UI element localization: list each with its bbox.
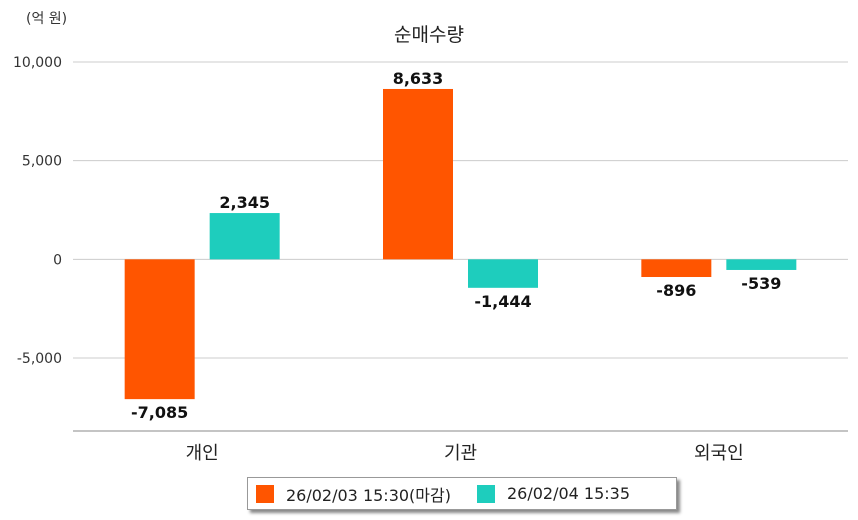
bar-series-2 [209,213,280,260]
x-tick-label: 개인 [186,443,219,464]
y-tick-label: 0 [53,252,62,268]
data-label: -539 [741,274,781,293]
legend-label-series-2: 26/02/04 15:35 [506,484,631,503]
bar-series-1 [641,259,712,278]
data-label: -7,085 [131,403,188,422]
data-label: -1,444 [474,292,531,311]
data-label: 8,633 [393,69,444,88]
data-label: -896 [656,281,696,300]
x-tick-label: 외국인 [694,443,744,464]
bar-series-2 [726,259,797,270]
unit-label: (억 원) [26,11,68,27]
bar-series-2 [468,259,538,288]
y-tick-label: -5,000 [17,351,62,367]
legend-item-series-2[interactable]: 26/02/04 15:35 [476,484,631,503]
bar-series-1 [383,88,453,260]
bar-series-1 [124,259,195,400]
legend: 26/02/03 15:30(마감) 26/02/04 15:35 [247,477,677,510]
legend-swatch-series-1 [256,484,274,503]
y-tick-label: 5,000 [22,154,62,170]
legend-swatch-series-2 [476,484,495,503]
legend-item-series-1[interactable]: 26/02/03 15:30(마감) [256,482,451,506]
y-tick-label: 10,000 [13,55,62,71]
chart-title: 순매수량 [394,24,464,46]
data-label: 2,345 [219,193,270,212]
legend-label-series-1: 26/02/03 15:30(마감) [286,485,451,505]
x-tick-label: 기관 [444,443,477,464]
